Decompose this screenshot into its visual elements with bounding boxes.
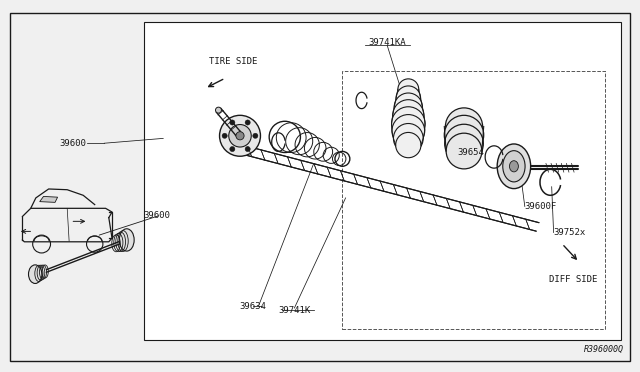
Ellipse shape — [445, 124, 483, 163]
Ellipse shape — [497, 144, 531, 189]
Ellipse shape — [119, 229, 134, 251]
Ellipse shape — [236, 132, 244, 140]
Text: DIFF SIDE: DIFF SIDE — [548, 275, 597, 284]
Bar — [342, 71, 605, 329]
Polygon shape — [40, 196, 58, 202]
Ellipse shape — [253, 133, 258, 138]
Ellipse shape — [228, 125, 252, 147]
Ellipse shape — [230, 120, 235, 125]
Text: 39634: 39634 — [239, 302, 266, 311]
Text: 39654: 39654 — [458, 148, 484, 157]
Ellipse shape — [509, 161, 518, 172]
Ellipse shape — [29, 265, 42, 283]
Text: TIRE SIDE: TIRE SIDE — [209, 57, 258, 66]
Ellipse shape — [245, 147, 250, 152]
Ellipse shape — [392, 107, 425, 140]
Ellipse shape — [393, 100, 424, 131]
Ellipse shape — [446, 133, 482, 169]
Text: 39741KA: 39741KA — [369, 38, 406, 47]
Ellipse shape — [392, 115, 425, 147]
Text: 39600: 39600 — [60, 139, 86, 148]
Ellipse shape — [220, 115, 260, 156]
Ellipse shape — [396, 86, 420, 110]
Ellipse shape — [394, 93, 422, 121]
Ellipse shape — [245, 120, 250, 125]
Ellipse shape — [216, 107, 221, 113]
Polygon shape — [245, 147, 539, 231]
Ellipse shape — [230, 147, 235, 152]
Ellipse shape — [444, 115, 484, 155]
Text: 39752x: 39752x — [554, 228, 586, 237]
Ellipse shape — [394, 124, 423, 153]
Text: 39600: 39600 — [143, 211, 170, 220]
Text: 39600F: 39600F — [525, 202, 557, 211]
Ellipse shape — [503, 151, 525, 182]
Bar — [144, 22, 621, 340]
Ellipse shape — [222, 133, 227, 138]
Text: 39741K: 39741K — [278, 306, 310, 315]
Ellipse shape — [396, 132, 421, 158]
Ellipse shape — [398, 79, 419, 100]
Text: R396000Q: R396000Q — [584, 345, 624, 354]
Ellipse shape — [445, 108, 483, 145]
